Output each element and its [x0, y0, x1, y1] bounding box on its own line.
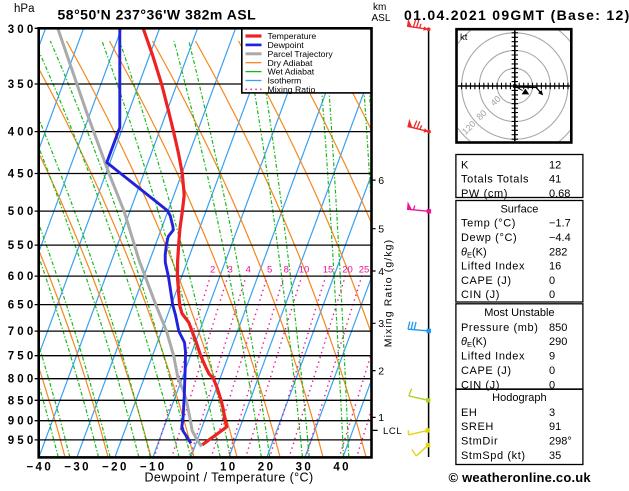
svg-text:Dewp (°C): Dewp (°C) [461, 232, 517, 244]
svg-text:0: 0 [549, 365, 555, 377]
svg-text:3: 3 [227, 265, 232, 276]
svg-text:−30: −30 [64, 462, 91, 474]
svg-text:16: 16 [549, 261, 561, 273]
svg-text:0: 0 [549, 275, 555, 287]
svg-text:4: 4 [378, 266, 384, 278]
svg-text:km: km [373, 2, 386, 13]
svg-text:700: 700 [8, 326, 37, 338]
svg-text:20: 20 [258, 462, 276, 474]
svg-text:Isotherm: Isotherm [268, 76, 302, 86]
svg-text:Lifted Index: Lifted Index [461, 261, 525, 273]
svg-text:K: K [461, 159, 469, 171]
svg-text:Dewpoint / Temperature (°C): Dewpoint / Temperature (°C) [144, 471, 313, 485]
svg-text:Mixing Ratio (g/kg): Mixing Ratio (g/kg) [383, 239, 395, 347]
svg-text:Dewpoint: Dewpoint [268, 40, 305, 50]
svg-text:9: 9 [549, 351, 555, 363]
svg-text:12: 12 [549, 159, 561, 171]
svg-text:hPa: hPa [14, 3, 35, 15]
svg-text:8: 8 [284, 265, 289, 276]
svg-text:Totals Totals: Totals Totals [461, 174, 529, 186]
svg-text:−20: −20 [102, 462, 129, 474]
svg-text:41: 41 [549, 174, 561, 186]
svg-text:30: 30 [296, 462, 314, 474]
svg-text:PW (cm): PW (cm) [461, 188, 508, 200]
svg-text:40: 40 [333, 462, 351, 474]
svg-text:20: 20 [342, 265, 353, 276]
svg-text:−10: −10 [140, 462, 167, 474]
svg-text:0: 0 [549, 289, 555, 301]
svg-text:350: 350 [8, 79, 37, 91]
svg-text:−40: −40 [26, 462, 53, 474]
svg-text:600: 600 [8, 271, 37, 283]
svg-text:15: 15 [323, 265, 334, 276]
svg-text:400: 400 [8, 127, 37, 139]
svg-text:ASL: ASL [372, 13, 391, 24]
svg-text:35: 35 [549, 450, 561, 462]
svg-text:01.04.2021 09GMT (Base: 12): 01.04.2021 09GMT (Base: 12) [404, 7, 629, 23]
svg-text:2: 2 [378, 365, 384, 377]
svg-text:500: 500 [8, 206, 37, 218]
svg-text:750: 750 [8, 351, 37, 363]
svg-text:10: 10 [299, 265, 310, 276]
svg-text:91: 91 [549, 421, 561, 433]
svg-text:© weatheronline.co.uk: © weatheronline.co.uk [449, 470, 592, 485]
svg-text:−4.4: −4.4 [549, 232, 571, 244]
svg-text:CAPE (J): CAPE (J) [461, 365, 512, 377]
svg-text:850: 850 [8, 395, 37, 407]
svg-text:StmDir: StmDir [461, 435, 498, 447]
svg-text:450: 450 [8, 169, 37, 181]
svg-text:Lifted Index: Lifted Index [461, 351, 525, 363]
svg-text:6: 6 [378, 175, 384, 187]
svg-text:1: 1 [378, 412, 384, 424]
svg-text:3: 3 [549, 407, 555, 419]
svg-text:Parcel Trajectory: Parcel Trajectory [268, 49, 334, 59]
svg-text:550: 550 [8, 240, 37, 252]
svg-text:298°: 298° [549, 435, 572, 447]
svg-text:0: 0 [187, 462, 196, 474]
svg-text:−1.7: −1.7 [549, 218, 571, 230]
svg-text:0.68: 0.68 [549, 188, 570, 200]
svg-text:Most Unstable: Most Unstable [484, 307, 554, 319]
svg-text:5: 5 [378, 224, 384, 236]
svg-text:Hodograph: Hodograph [492, 392, 546, 404]
svg-text:5: 5 [267, 265, 272, 276]
svg-text:25: 25 [359, 265, 370, 276]
svg-text:650: 650 [8, 300, 37, 312]
svg-text:CIN (J): CIN (J) [461, 289, 500, 301]
svg-text:SREH: SREH [461, 421, 494, 433]
svg-text:EH: EH [461, 407, 477, 419]
svg-text:58°50'N 237°36'W 382m ASL: 58°50'N 237°36'W 382m ASL [58, 7, 257, 23]
svg-text:kt: kt [460, 32, 468, 43]
svg-text:800: 800 [8, 374, 37, 386]
svg-text:Temperature: Temperature [268, 31, 317, 41]
svg-text:850: 850 [549, 322, 567, 334]
svg-text:4: 4 [246, 265, 251, 276]
svg-text:Pressure (mb): Pressure (mb) [461, 322, 538, 334]
svg-text:0: 0 [549, 379, 555, 391]
svg-text:LCL: LCL [383, 426, 402, 437]
svg-text:900: 900 [8, 416, 37, 428]
svg-text:θE(K): θE(K) [461, 246, 487, 259]
svg-text:θE(K): θE(K) [461, 336, 487, 349]
svg-text:Mixing Ratio: Mixing Ratio [268, 85, 316, 95]
svg-text:282: 282 [549, 246, 567, 258]
svg-text:3: 3 [378, 318, 384, 330]
svg-text:Surface: Surface [500, 203, 538, 215]
svg-text:80: 80 [475, 108, 489, 122]
svg-text:StmSpd (kt): StmSpd (kt) [461, 450, 526, 462]
svg-text:10: 10 [220, 462, 238, 474]
svg-text:2: 2 [210, 265, 215, 276]
svg-text:Temp (°C): Temp (°C) [461, 218, 516, 230]
svg-text:Dry Adiabat: Dry Adiabat [268, 58, 313, 68]
svg-text:CAPE (J): CAPE (J) [461, 275, 512, 287]
svg-text:290: 290 [549, 336, 567, 348]
svg-text:Wet Adiabat: Wet Adiabat [268, 67, 315, 77]
svg-text:950: 950 [8, 435, 37, 447]
svg-text:300: 300 [8, 24, 37, 36]
